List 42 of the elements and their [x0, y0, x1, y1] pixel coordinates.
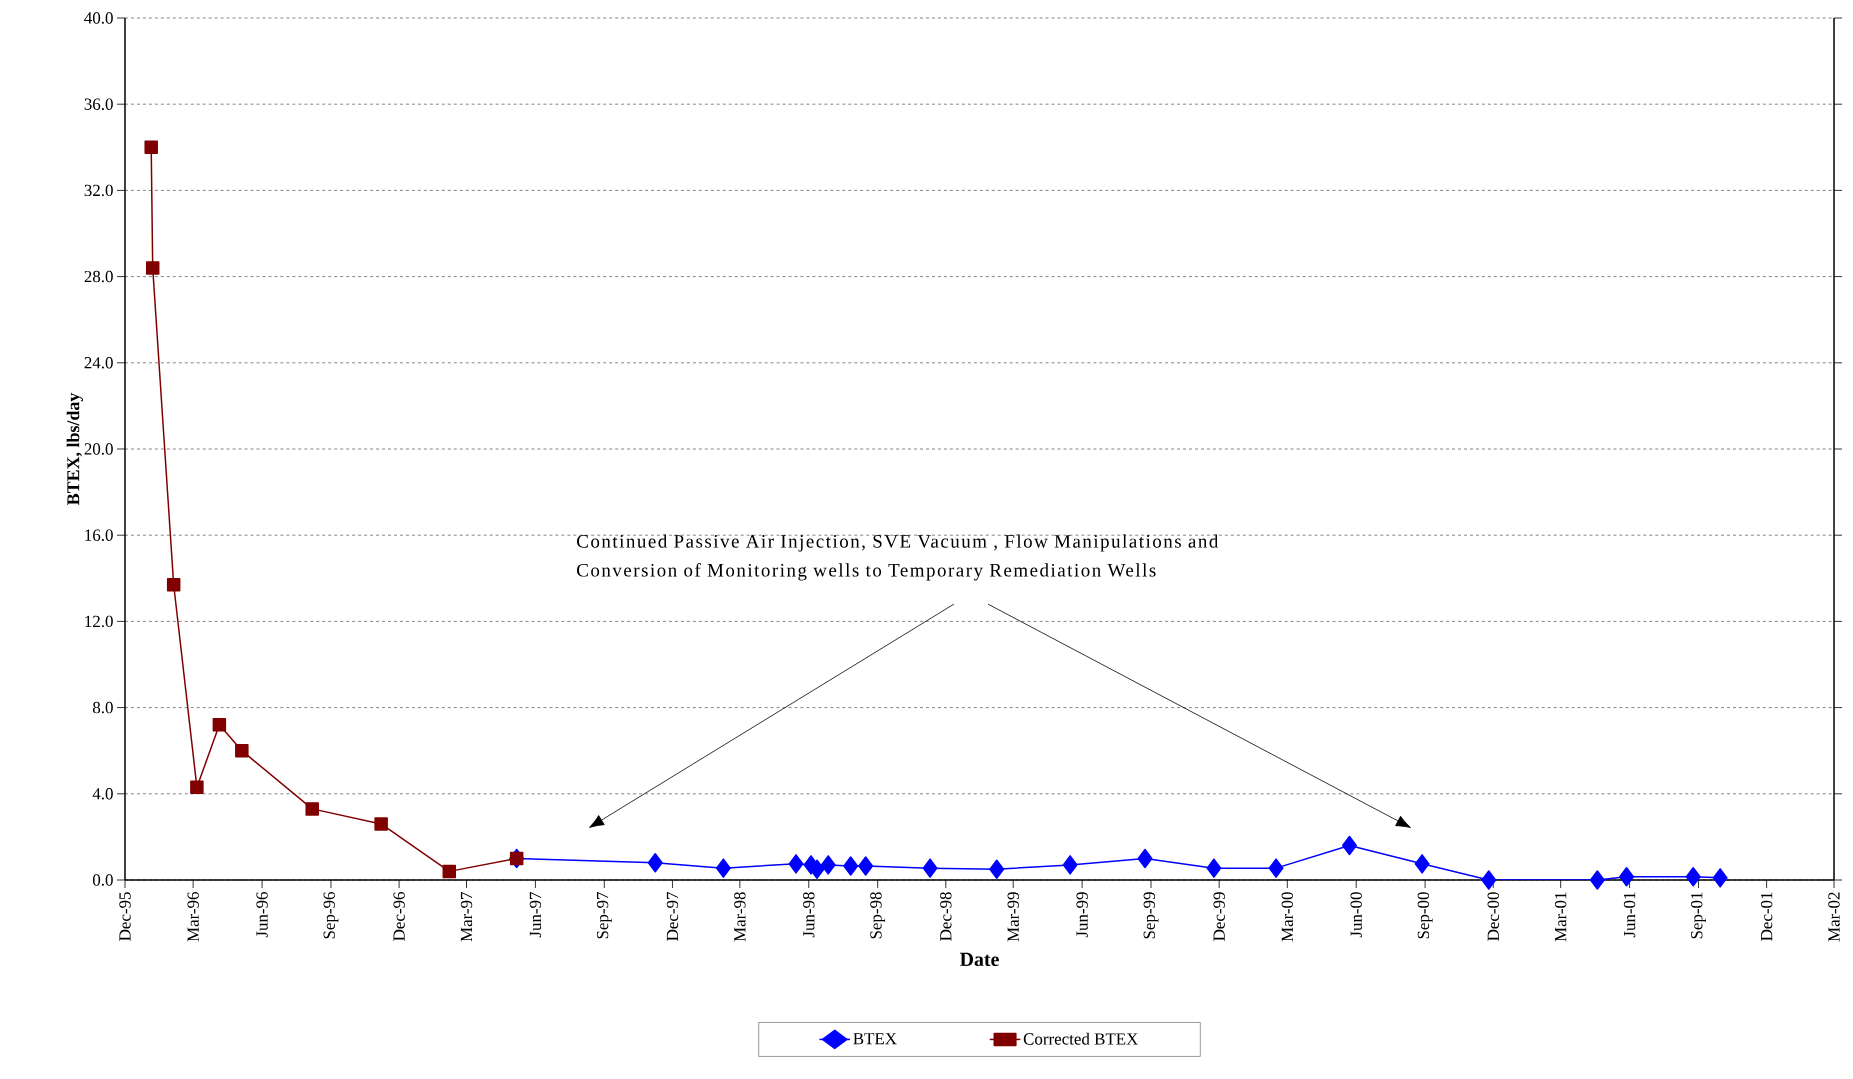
x-tick-label: Dec-00 — [1487, 892, 1499, 941]
x-tick-label: Dec-98 — [940, 892, 952, 941]
y-tick-label: 8.0 — [92, 701, 113, 714]
x-tick-label: Jun-97 — [529, 892, 542, 938]
y-axis-title: BTEX, lbs/day — [66, 392, 84, 506]
x-tick-label: Dec-97 — [666, 892, 679, 941]
y-tick-label: 4.0 — [92, 788, 113, 800]
x-tick-label: Jun-96 — [256, 892, 268, 938]
x-tick-label: Sep-97 — [596, 892, 612, 939]
legend-label: Corrected BTEX — [1023, 1032, 1139, 1045]
y-tick-label: 36.0 — [84, 98, 113, 110]
x-tick-label: Sep-98 — [870, 892, 886, 939]
x-tick-label: Mar-99 — [1007, 892, 1019, 942]
annotation: Continued Passive Air Injection, SVE Vacuum , Flow Manipulations and Conversion of Monitoring wells to Temporary Remediation Wells — [577, 534, 1219, 581]
y-tick-label: 16.0 — [85, 529, 113, 541]
x-tick-label: Mar-96 — [187, 892, 199, 942]
x-tick-label: Dec-95 — [119, 892, 131, 941]
y-tick-label: 32.0 — [84, 184, 113, 197]
x-tick-label: Mar-97 — [460, 892, 473, 942]
y-tick-label: 24.0 — [84, 357, 113, 369]
x-tick-label: Mar-00 — [1281, 892, 1294, 942]
x-tick-label: Sep-00 — [1417, 892, 1433, 939]
x-tick-label: Mar-01 — [1554, 892, 1567, 942]
x-tick-label: Jun-00 — [1350, 892, 1362, 938]
y-tick-label: 20.0 — [84, 443, 113, 455]
x-tick-label: Jun-98 — [803, 892, 815, 938]
x-tick-label: Mar-98 — [734, 892, 746, 942]
y-tick-label: 40.0 — [84, 12, 113, 24]
x-tick-label: Dec-96 — [393, 892, 405, 941]
x-tick-label: Mar-02 — [1828, 892, 1840, 942]
x-tick-label: Jun-99 — [1076, 892, 1088, 938]
x-tick-label: Jun-01 — [1623, 892, 1636, 938]
y-tick-label: 0.0 — [92, 874, 113, 886]
x-tick-label: Sep-01 — [1691, 892, 1706, 939]
x-tick-label: Dec-01 — [1760, 892, 1773, 941]
x-axis-title: Date — [959, 952, 999, 967]
x-tick-label: Dec-99 — [1213, 892, 1225, 941]
y-tick-label: 28.0 — [84, 270, 113, 283]
x-tick-label: Sep-99 — [1143, 892, 1159, 939]
x-tick-label: Sep-96 — [323, 892, 339, 939]
y-tick-label: 12.0 — [85, 615, 113, 628]
legend-label: BTEX — [853, 1033, 897, 1045]
